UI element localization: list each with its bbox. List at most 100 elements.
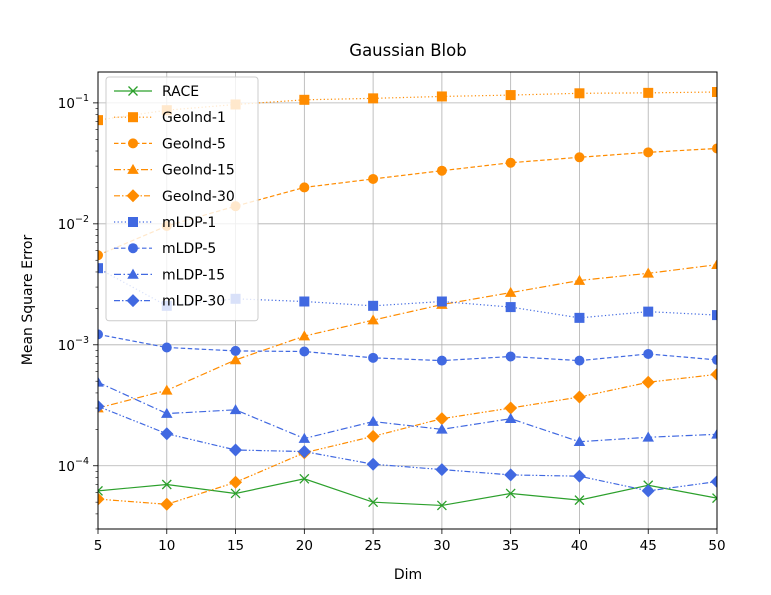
data-point — [642, 267, 654, 278]
data-point — [436, 355, 447, 366]
data-point — [98, 485, 103, 496]
series-line — [98, 264, 717, 409]
legend-item: GeoInd-5 — [114, 136, 226, 152]
data-point — [712, 143, 717, 154]
data-point — [368, 300, 379, 311]
series-race — [98, 473, 717, 511]
x-tick-label: 35 — [502, 538, 519, 554]
y-tick-exponent: −1 — [75, 93, 89, 104]
data-point — [712, 493, 717, 504]
data-point — [98, 376, 104, 387]
legend-label: mLDP-1 — [162, 215, 216, 231]
x-tick-label: 30 — [433, 538, 450, 554]
data-point — [161, 342, 172, 353]
data-point — [573, 435, 586, 447]
y-tick-label: 10−2 — [58, 214, 89, 233]
y-tick-base: 10 — [58, 459, 75, 475]
series-line — [98, 478, 717, 507]
data-point — [98, 329, 103, 340]
y-tick-base: 10 — [58, 338, 75, 354]
data-point — [368, 497, 379, 508]
y-axis-label: Mean Square Error — [20, 235, 36, 366]
data-point — [161, 384, 173, 395]
data-point — [711, 428, 717, 439]
y-tick-exponent: −3 — [75, 335, 89, 346]
legend-item: GeoInd-30 — [114, 189, 235, 205]
x-tick-label: 10 — [158, 538, 175, 554]
data-point — [98, 250, 103, 261]
data-point — [367, 314, 379, 325]
data-point — [643, 87, 654, 98]
y-tick-label: 10−4 — [58, 456, 89, 475]
data-point — [505, 302, 516, 313]
legend-marker — [127, 268, 139, 279]
data-point — [299, 346, 310, 357]
legend-marker — [127, 163, 139, 174]
x-tick-label: 40 — [571, 538, 588, 554]
data-point — [230, 345, 241, 356]
x-tick-label: 45 — [640, 538, 657, 554]
data-point — [299, 296, 310, 307]
data-point — [299, 94, 310, 105]
data-point — [161, 479, 172, 490]
y-tick-label: 10−3 — [58, 335, 89, 354]
x-tick-label: 5 — [94, 538, 103, 554]
data-point — [505, 90, 516, 101]
plot-frame — [97, 71, 718, 530]
legend-label: GeoInd-30 — [162, 189, 235, 205]
legend-label: GeoInd-1 — [162, 110, 226, 126]
legend-marker — [126, 189, 140, 203]
data-point — [366, 457, 380, 471]
legend-label: mLDP-30 — [162, 294, 225, 310]
data-point — [710, 475, 717, 489]
data-point — [574, 312, 585, 323]
data-point — [160, 497, 174, 511]
legend-item: mLDP-15 — [114, 267, 225, 283]
data-point — [505, 157, 516, 168]
chart-title: Gaussian Blob — [349, 41, 466, 60]
data-point — [229, 404, 242, 415]
y-tick-label: 10−1 — [58, 93, 89, 112]
data-point — [98, 263, 103, 274]
data-point — [641, 484, 655, 498]
legend-marker — [128, 138, 138, 149]
y-tick-base: 10 — [58, 217, 75, 233]
legend-marker — [128, 86, 138, 96]
series-line — [98, 333, 717, 362]
data-point — [436, 165, 447, 176]
data-point — [367, 415, 379, 426]
legend-item: RACE — [114, 84, 199, 100]
data-point — [161, 407, 173, 418]
series-line — [98, 147, 717, 256]
data-point — [298, 432, 311, 443]
data-point — [436, 91, 447, 102]
x-tick-label: 20 — [296, 538, 313, 554]
data-point — [505, 351, 516, 362]
series-mldp-15 — [98, 376, 717, 447]
x-axis-ticks: 5 10 15 20 25 30 35 40 45 50 — [94, 529, 726, 554]
legend-item: mLDP-5 — [114, 241, 216, 257]
data-point — [229, 475, 243, 489]
data-point — [572, 390, 586, 404]
data-point — [368, 93, 379, 104]
legend-label: GeoInd-5 — [162, 136, 226, 152]
data-point — [505, 488, 516, 499]
data-point — [572, 469, 586, 483]
series-line — [98, 381, 717, 443]
data-point — [643, 147, 654, 158]
data-point — [504, 401, 518, 415]
legend-label: mLDP-15 — [162, 267, 225, 283]
legend-box — [105, 76, 259, 322]
data-point — [574, 495, 585, 506]
data-point — [299, 182, 310, 193]
data-point — [435, 412, 449, 426]
legend-item: mLDP-30 — [114, 294, 225, 310]
legend-marker — [128, 112, 138, 123]
series-line — [98, 373, 717, 505]
y-tick-exponent: −2 — [75, 214, 89, 225]
data-point — [712, 354, 717, 365]
data-point — [641, 375, 655, 389]
legend-label: GeoInd-15 — [162, 163, 235, 179]
data-point — [98, 399, 105, 413]
data-point — [436, 423, 448, 434]
